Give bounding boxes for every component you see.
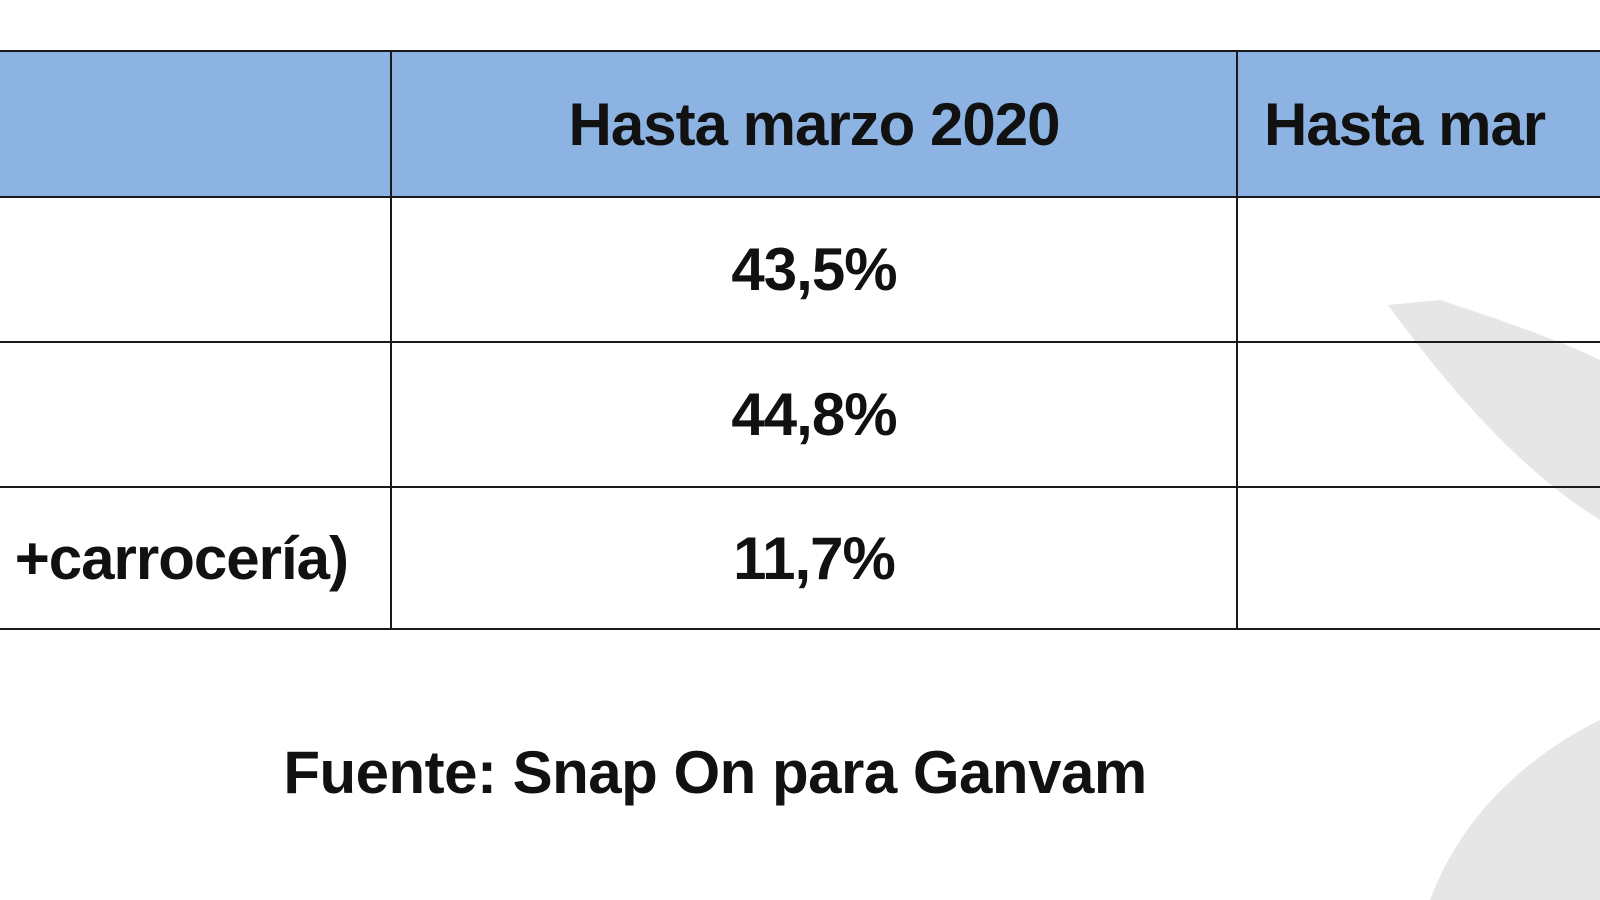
data-table-container: Hasta marzo 2020 Hasta mar 43,5% 44,8% +… (0, 50, 1600, 630)
table-header-row: Hasta marzo 2020 Hasta mar (0, 50, 1600, 198)
value-cell-next (1236, 196, 1600, 343)
value-cell: 11,7% (390, 486, 1238, 630)
table-row: 43,5% (0, 196, 1600, 343)
header-cell-next: Hasta mar (1236, 50, 1600, 198)
table-row: +carrocería) 11,7% (0, 486, 1600, 630)
row-label-cell: +carrocería) (0, 486, 392, 630)
data-table: Hasta marzo 2020 Hasta mar 43,5% 44,8% +… (0, 50, 1600, 630)
watermark-arc-lower (1430, 720, 1600, 900)
table-row: 44,8% (0, 341, 1600, 488)
value-cell-next (1236, 486, 1600, 630)
header-cell-2020: Hasta marzo 2020 (390, 50, 1238, 198)
row-label-cell (0, 196, 392, 343)
value-cell-next (1236, 341, 1600, 488)
value-cell: 44,8% (390, 341, 1238, 488)
source-caption: Fuente: Snap On para Ganvam (283, 739, 1147, 806)
row-label-cell (0, 341, 392, 488)
header-cell-label (0, 50, 392, 198)
value-cell: 43,5% (390, 196, 1238, 343)
